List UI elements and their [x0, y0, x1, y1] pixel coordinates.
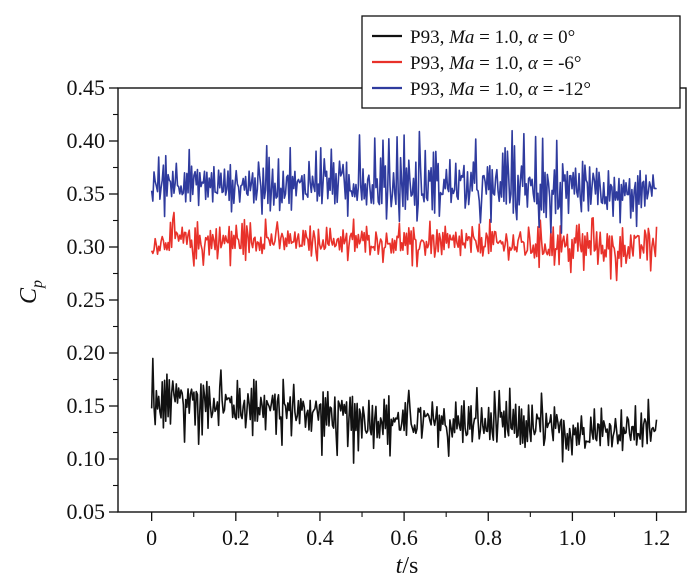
legend-label-part: P93, — [410, 27, 449, 48]
x-tick-label: 0 — [146, 525, 157, 550]
x-tick-label: 1.2 — [643, 525, 671, 550]
series-line-0 — [150, 357, 658, 464]
plot-area — [150, 129, 658, 464]
legend: P93, Ma = 1.0, α = 0°P93, Ma = 1.0, α = … — [361, 15, 681, 109]
x-axis-label: t/s — [396, 553, 419, 579]
x-tick-label: 0.2 — [222, 525, 250, 550]
x-tick-label: 0.4 — [306, 525, 334, 550]
legend-label-part: α — [528, 79, 539, 100]
legend-label-part: = -12° — [538, 79, 591, 100]
legend-label-2: P93, Ma = 1.0, α = -12° — [410, 79, 591, 100]
legend-label-part: Ma — [448, 27, 474, 48]
legend-label-part: = -6° — [538, 53, 582, 74]
y-tick-label: 0.10 — [67, 446, 106, 471]
legend-label-part: P93, — [410, 79, 449, 100]
legend-label-part: α — [528, 27, 539, 48]
y-tick-label: 0.15 — [67, 393, 106, 418]
x-axis-label-italic: t — [396, 553, 404, 579]
x-axis-label-rest: /s — [402, 553, 418, 579]
axis-ticks: 0 0.2 0.4 0.6 0.8 1.0 1.2 0.05 0.10 0.15 0.20 0.25 0… — [67, 75, 671, 550]
y-tick-label: 0.35 — [67, 181, 106, 206]
x-tick-label: 0.6 — [390, 525, 418, 550]
legend-label-part: = 0° — [538, 27, 575, 48]
y-axis-label-main: C — [16, 287, 42, 304]
y-tick-label: 0.45 — [67, 75, 106, 100]
y-tick-label: 0.40 — [67, 128, 106, 153]
y-tick-label: 0.05 — [67, 499, 106, 524]
y-axis-label-sub: p — [29, 280, 46, 289]
legend-label-part: Ma — [448, 53, 474, 74]
legend-label-1: P93, Ma = 1.0, α = -6° — [410, 53, 582, 74]
series-line-1 — [150, 211, 658, 282]
legend-label-part: = 1.0, — [474, 53, 527, 74]
legend-label-part: P93, — [410, 53, 449, 74]
legend-label-part: = 1.0, — [474, 79, 527, 100]
y-tick-label: 0.20 — [67, 340, 106, 365]
x-tick-label: 0.8 — [475, 525, 503, 550]
legend-label-part: Ma — [448, 79, 474, 100]
y-tick-label: 0.25 — [67, 287, 106, 312]
legend-label-part: α — [528, 53, 539, 74]
plot-frame — [117, 87, 687, 513]
series-line-2 — [150, 129, 657, 234]
legend-box — [361, 15, 681, 109]
x-tick-label: 1.0 — [559, 525, 587, 550]
legend-label-0: P93, Ma = 1.0, α = 0° — [410, 27, 575, 48]
y-axis-label: Cp — [16, 280, 46, 304]
legend-label-part: = 1.0, — [474, 27, 527, 48]
y-tick-label: 0.30 — [67, 234, 106, 259]
